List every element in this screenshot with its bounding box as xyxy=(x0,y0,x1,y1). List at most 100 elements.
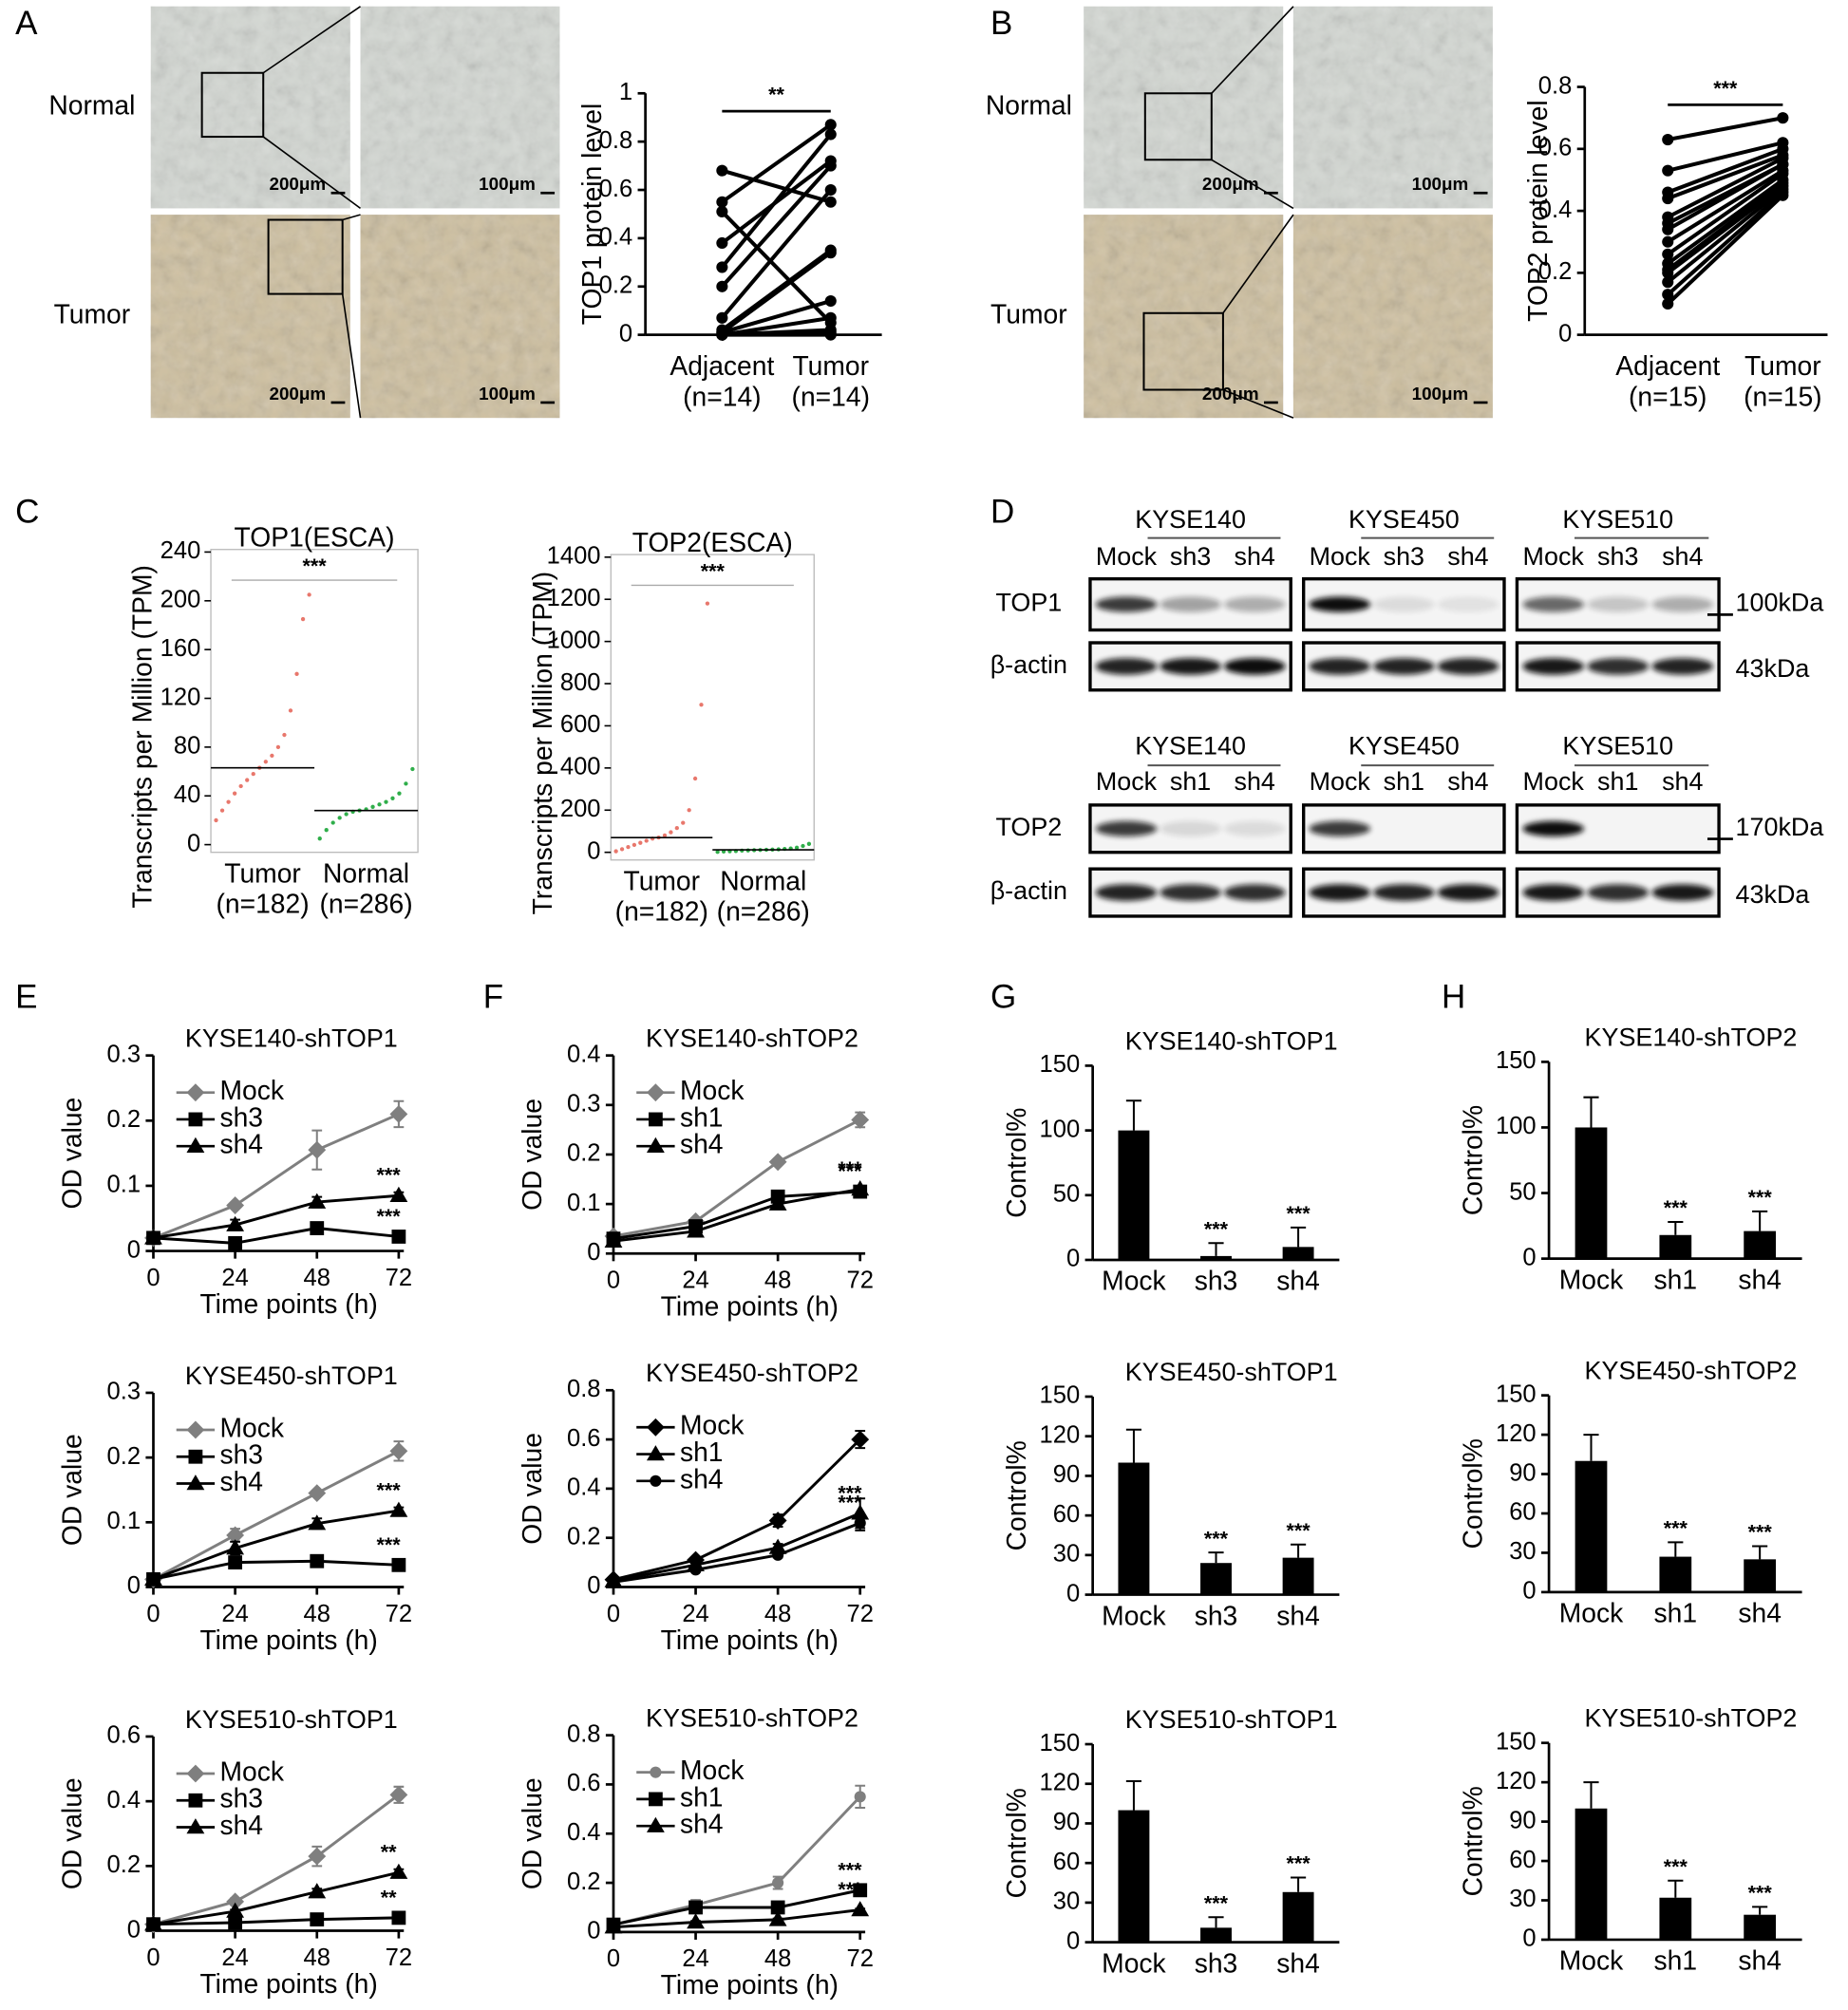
pair-line xyxy=(1667,141,1783,173)
ihc-texture xyxy=(1292,215,1493,419)
chart-title: KYSE510-shTOP2 xyxy=(646,1704,858,1733)
y-tick-label: 30 xyxy=(1053,1888,1080,1915)
blot-band xyxy=(1587,658,1650,675)
blot-band xyxy=(1160,820,1221,836)
blot-band xyxy=(1309,820,1371,836)
series-line xyxy=(613,1438,861,1582)
significance: *** xyxy=(1204,1891,1229,1914)
x-tick-label: 72 xyxy=(386,1944,412,1971)
ihc-texture xyxy=(150,6,350,209)
size-label: 43kDa xyxy=(1736,654,1810,683)
error-bar xyxy=(1208,1551,1224,1564)
error-bar xyxy=(1752,1545,1768,1560)
point xyxy=(716,196,728,208)
y-tick-label: 0.2 xyxy=(567,1869,601,1895)
blot-band xyxy=(1160,658,1221,675)
y-tick-label: 0.4 xyxy=(567,1819,601,1846)
y-axis-label: TOP2 protein level xyxy=(1522,100,1553,321)
point xyxy=(294,671,299,676)
pair-line xyxy=(721,168,832,204)
bar xyxy=(1659,1556,1692,1592)
x-tick-label: Tumor xyxy=(1744,350,1821,381)
panel-label: H xyxy=(1442,979,1465,1016)
error-bar xyxy=(1125,1428,1142,1463)
lane-label: sh3 xyxy=(1170,542,1211,571)
y-axis-label: Control% xyxy=(1001,1108,1031,1218)
y-tick-label: 0 xyxy=(1066,1580,1080,1606)
pair-line xyxy=(1667,153,1784,200)
pair-line xyxy=(1667,172,1784,256)
y-tick-label: 150 xyxy=(1496,1728,1537,1755)
y-tick-label: 0.2 xyxy=(567,1140,601,1167)
point xyxy=(669,830,673,835)
y-tick-label: 50 xyxy=(1053,1181,1080,1208)
marker xyxy=(768,1194,787,1211)
marker xyxy=(186,1420,205,1439)
y-tick-label: 0.6 xyxy=(567,1770,601,1796)
panel-label: G xyxy=(990,979,1016,1016)
point xyxy=(377,802,382,807)
marker xyxy=(389,1186,408,1202)
x-axis-label: Time points (h) xyxy=(661,1291,839,1322)
blot-band xyxy=(1651,884,1714,901)
y-axis-label: OD value xyxy=(57,1098,87,1210)
x-tick-label: Normal xyxy=(720,865,806,895)
y-tick-label: 1200 xyxy=(547,585,601,611)
bar xyxy=(1744,1230,1777,1259)
lane-label: Mock xyxy=(1096,767,1158,796)
protein-label: TOP1 xyxy=(995,589,1062,617)
chart-title: KYSE450-shTOP2 xyxy=(1585,1357,1798,1385)
point xyxy=(384,799,388,804)
x-tick-label: 24 xyxy=(682,1268,708,1294)
marker xyxy=(389,1441,408,1460)
zoom-line xyxy=(1211,159,1294,210)
x-tick-label: 0 xyxy=(146,1944,160,1971)
x-tick-label: 24 xyxy=(682,1601,708,1627)
error-bar xyxy=(1668,1541,1684,1557)
series-line xyxy=(613,1888,861,1926)
point xyxy=(1662,133,1674,146)
zoom-line xyxy=(342,214,361,221)
y-tick-label: 0.2 xyxy=(107,1106,141,1133)
legend-label: sh1 xyxy=(680,1101,724,1132)
point xyxy=(806,841,812,846)
chart-title: KYSE510-shTOP2 xyxy=(1585,1704,1798,1733)
x-tick-label: 24 xyxy=(221,1265,248,1291)
error-bar xyxy=(1668,1220,1684,1235)
point xyxy=(300,616,306,622)
bar xyxy=(1200,1563,1232,1595)
x-tick-label: 24 xyxy=(221,1944,248,1971)
y-tick-label: 200 xyxy=(160,587,201,613)
legend-label: Mock xyxy=(219,1075,284,1105)
x-tick-label: 0 xyxy=(607,1601,620,1627)
point xyxy=(692,776,698,781)
zoom-box xyxy=(200,71,265,139)
significance: *** xyxy=(1748,1882,1773,1905)
marker xyxy=(308,1847,327,1866)
x-tick-label: sh4 xyxy=(1276,1600,1320,1630)
series-line xyxy=(153,1870,400,1926)
point xyxy=(716,329,728,341)
significance: *** xyxy=(377,1164,402,1187)
lane-label: sh3 xyxy=(1597,542,1638,571)
y-axis-label: Control% xyxy=(1001,1440,1031,1550)
bar xyxy=(1744,1559,1777,1592)
y-tick-label: 60 xyxy=(1053,1501,1080,1528)
error-bar xyxy=(1583,1096,1599,1128)
point xyxy=(226,799,231,804)
point xyxy=(307,592,311,597)
pair-line xyxy=(721,122,832,204)
point xyxy=(1662,297,1674,310)
point xyxy=(344,812,349,817)
point xyxy=(824,128,837,141)
lane-label: sh4 xyxy=(1235,542,1275,571)
marker xyxy=(144,1229,162,1245)
x-tick-label: Adjacent xyxy=(669,350,774,381)
scale-bar-label: 100μm xyxy=(479,384,536,404)
zoom-line xyxy=(1222,388,1294,419)
y-tick-label: 0.8 xyxy=(567,1376,601,1402)
blot-band xyxy=(1522,658,1585,675)
y-tick-label: 30 xyxy=(1509,1886,1536,1912)
